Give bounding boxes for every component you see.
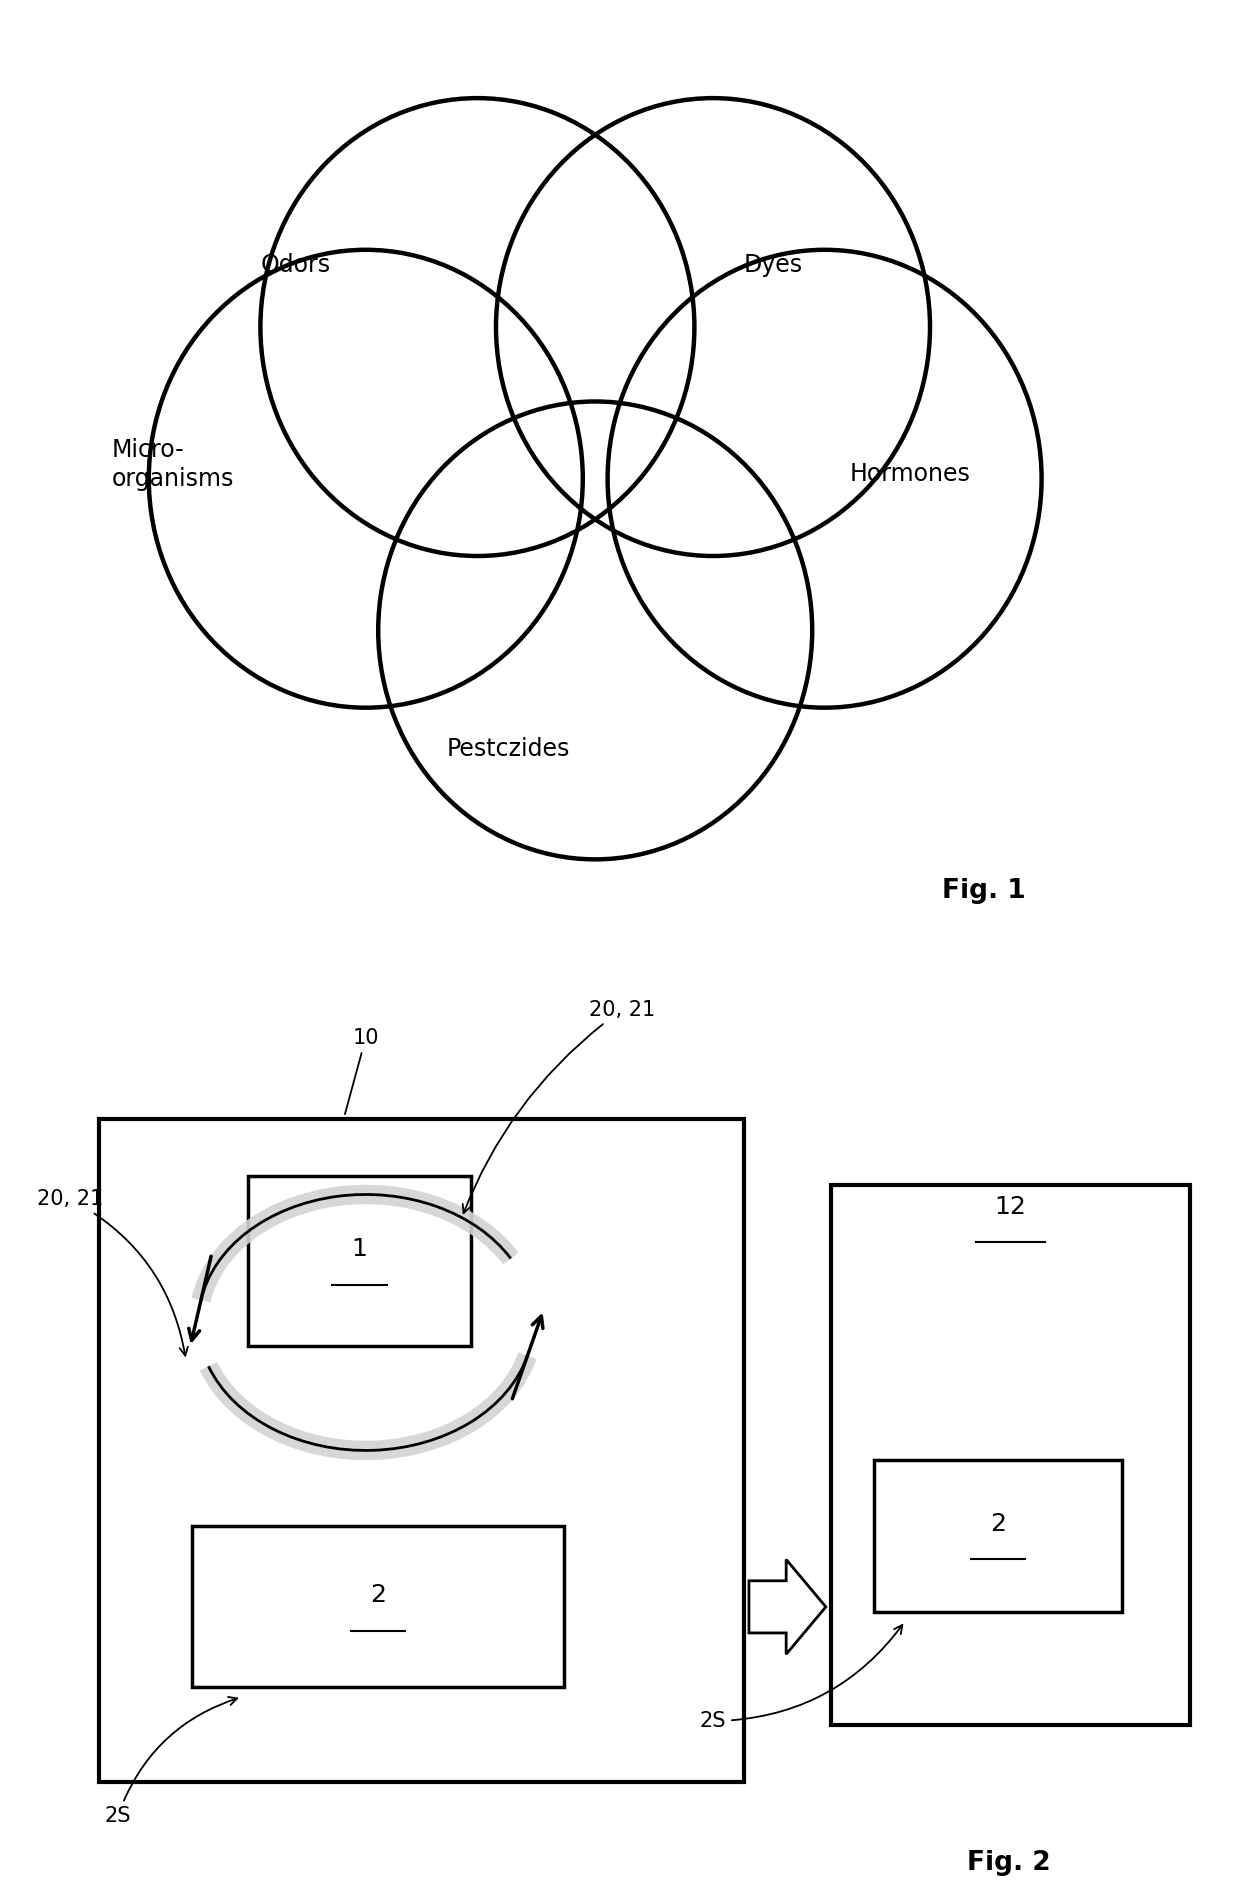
Text: Fig. 2: Fig. 2 xyxy=(967,1850,1050,1875)
Text: Micro-
organisms: Micro- organisms xyxy=(112,438,234,491)
Bar xyxy=(874,1460,1122,1612)
Bar xyxy=(831,1185,1190,1725)
Text: 12: 12 xyxy=(994,1194,1027,1219)
Text: 2: 2 xyxy=(991,1513,1006,1536)
Text: 2S: 2S xyxy=(104,1697,237,1826)
Text: 2: 2 xyxy=(371,1583,386,1608)
Text: 1: 1 xyxy=(352,1238,367,1261)
Text: 20, 21: 20, 21 xyxy=(37,1189,188,1356)
FancyArrow shape xyxy=(749,1559,826,1653)
Bar xyxy=(99,1119,744,1782)
Text: Fig. 1: Fig. 1 xyxy=(942,878,1027,904)
Bar xyxy=(248,1176,471,1346)
Text: 10: 10 xyxy=(345,1028,379,1115)
Text: Dyes: Dyes xyxy=(744,254,804,277)
Text: Hormones: Hormones xyxy=(849,463,970,485)
Text: Odors: Odors xyxy=(260,254,331,277)
Bar xyxy=(192,1526,564,1687)
Text: 20, 21: 20, 21 xyxy=(463,999,655,1213)
Text: Pestczides: Pestczides xyxy=(446,738,569,760)
Text: 2S: 2S xyxy=(699,1625,903,1731)
